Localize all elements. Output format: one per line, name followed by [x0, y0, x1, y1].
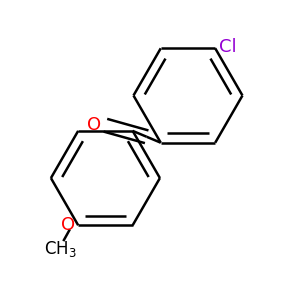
Text: CH$_3$: CH$_3$: [44, 239, 76, 259]
Text: Cl: Cl: [219, 38, 237, 56]
Text: O: O: [61, 216, 76, 234]
Text: O: O: [87, 116, 101, 134]
